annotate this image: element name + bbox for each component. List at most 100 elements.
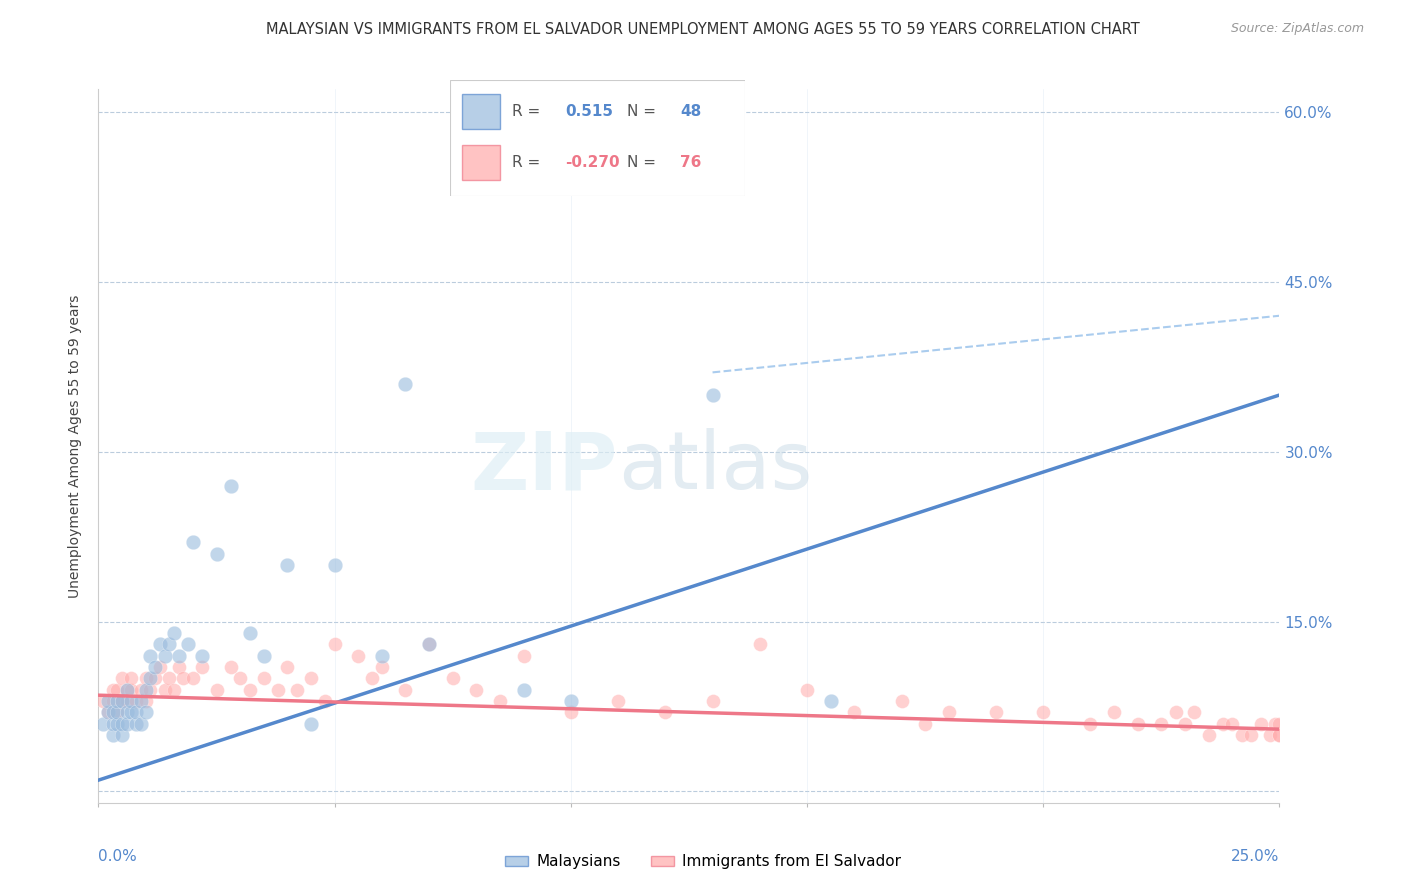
Point [129,716,152,731]
Point [105,682,128,697]
Point [394,376,416,391]
Point [97,705,120,719]
Point [153,648,176,663]
Text: N =: N = [627,104,657,120]
Point [111,694,134,708]
Point [191,660,214,674]
Point [1268,716,1291,731]
Point [748,637,770,651]
Point [844,705,866,719]
Point [1150,716,1173,731]
Point [121,694,143,708]
Point [276,660,298,674]
Point [205,682,228,697]
Point [1212,716,1234,731]
Point [135,682,157,697]
Point [115,705,138,719]
Point [125,694,148,708]
Point [177,637,200,651]
Point [91,716,114,731]
Point [914,716,936,731]
Point [276,558,298,572]
Point [129,694,152,708]
Point [1102,705,1125,719]
Point [139,671,162,685]
Point [115,694,138,708]
Point [239,626,262,640]
Text: N =: N = [627,155,657,170]
Point [219,478,242,492]
Point [149,660,172,674]
Point [115,682,138,697]
Point [121,682,143,697]
Point [1220,716,1243,731]
Point [97,705,120,719]
Point [121,705,143,719]
Point [163,682,186,697]
Point [239,682,262,697]
Point [135,705,157,719]
Point [1258,728,1281,742]
Point [125,705,148,719]
Legend: Malaysians, Immigrants from El Salvador: Malaysians, Immigrants from El Salvador [499,848,907,875]
Point [1268,728,1291,742]
Point [139,682,162,697]
Point [1174,716,1197,731]
Point [938,705,960,719]
Point [191,648,214,663]
Point [1126,716,1149,731]
Point [135,671,157,685]
Point [465,682,488,697]
Text: 25.0%: 25.0% [1232,849,1279,864]
Point [205,547,228,561]
Point [371,648,394,663]
Point [125,716,148,731]
Point [1230,728,1253,742]
Point [512,682,534,697]
Point [984,705,1007,719]
Point [143,660,166,674]
Point [181,535,204,549]
Point [890,694,912,708]
Point [607,694,630,708]
Point [299,716,322,731]
Text: 48: 48 [681,104,702,120]
Point [299,671,322,685]
Point [111,671,134,685]
Bar [461,95,501,129]
Point [418,637,440,651]
Point [229,671,252,685]
Point [1198,728,1220,742]
Point [149,637,172,651]
Point [153,682,176,697]
Point [219,660,242,674]
Point [796,682,818,697]
Point [143,671,166,685]
Text: Source: ZipAtlas.com: Source: ZipAtlas.com [1230,22,1364,36]
Point [105,716,128,731]
Point [101,728,124,742]
Point [157,637,180,651]
Point [1268,728,1291,742]
Point [181,671,204,685]
Point [101,716,124,731]
Point [702,388,724,402]
Point [135,694,157,708]
Text: atlas: atlas [619,428,813,507]
Point [163,626,186,640]
Point [253,648,276,663]
Text: 0.515: 0.515 [565,104,613,120]
Point [654,705,676,719]
Point [285,682,308,697]
Point [105,705,128,719]
Point [394,682,416,697]
Point [129,682,152,697]
Point [560,705,582,719]
Point [121,671,143,685]
Text: 76: 76 [681,155,702,170]
Y-axis label: Unemployment Among Ages 55 to 59 years: Unemployment Among Ages 55 to 59 years [69,294,83,598]
Point [111,694,134,708]
Point [253,671,276,685]
Point [323,637,346,651]
Point [371,660,394,674]
